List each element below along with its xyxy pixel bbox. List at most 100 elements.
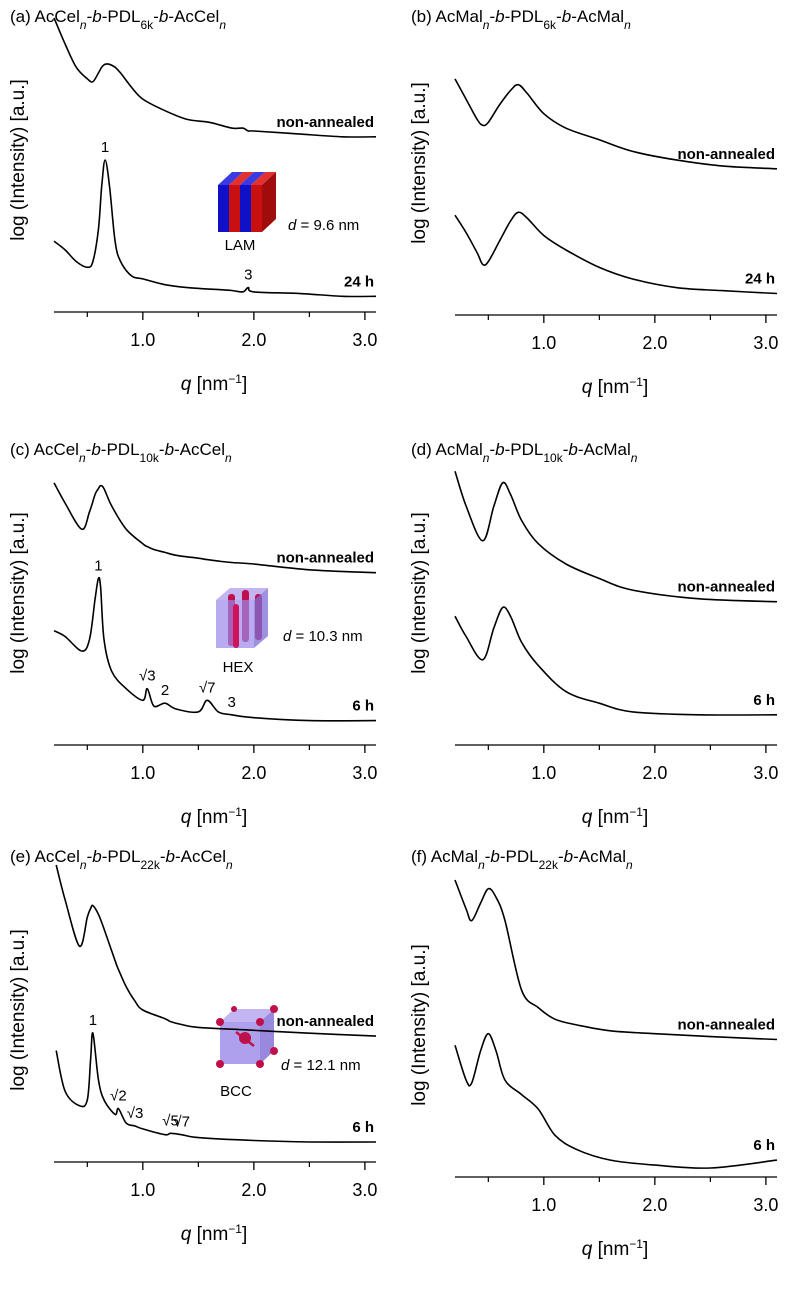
peak-label: √7 — [173, 1114, 190, 1131]
curve — [454, 211, 778, 295]
panel-title: (f) AcMaln-b-PDL22k-b-AcMaln — [411, 847, 633, 872]
x-tick-label: 2.0 — [241, 330, 266, 350]
x-axis-label-part: [nm — [592, 377, 629, 398]
curve — [53, 159, 377, 298]
panel-title-part: - — [159, 440, 165, 459]
peak-label: 1 — [89, 1012, 97, 1029]
x-axis-label-part: [nm — [191, 807, 228, 828]
x-tick-label: 3.0 — [352, 1180, 377, 1200]
panel-title-part: b — [490, 847, 499, 866]
x-tick-label: 1.0 — [130, 763, 155, 783]
x-axis-label-part: −1 — [629, 375, 643, 389]
peak-label: √7 — [199, 679, 216, 696]
panel-title-part: -AcCel — [174, 440, 225, 459]
panel-title-part: n — [219, 18, 226, 32]
panel-title-part: b — [166, 847, 175, 866]
curve — [454, 879, 778, 1041]
panel-title-part: b — [92, 7, 101, 26]
panel-title-part: (b) AcMal — [411, 7, 483, 26]
panel-title-part: n — [80, 858, 87, 872]
panel-title-part: n — [483, 18, 490, 32]
panel-title-part: (c) AcCel — [10, 440, 79, 459]
series-label: 6 h — [753, 692, 775, 709]
panel-title-part: 22k — [140, 858, 160, 872]
x-tick-label: 3.0 — [352, 330, 377, 350]
panel-title: (a) AcCeln-b-PDL6k-b-AcCeln — [10, 7, 226, 32]
panel-title-part: b — [91, 440, 100, 459]
x-axis-label-part: [nm — [592, 807, 629, 828]
panel-title-part: -AcMal — [573, 847, 626, 866]
x-tick-label: 1.0 — [130, 1180, 155, 1200]
x-tick-label: 1.0 — [531, 1195, 556, 1215]
panel-title-part: - — [160, 847, 166, 866]
y-axis-label: log (Intensity) [a.u.] — [8, 929, 29, 1091]
panel-title-part: (a) AcCel — [10, 7, 80, 26]
y-axis-label: log (Intensity) [a.u.] — [409, 82, 430, 244]
x-axis-label-part: ] — [242, 1224, 247, 1245]
x-axis-label-part: ] — [643, 807, 648, 828]
x-axis-label-part: ] — [242, 807, 247, 828]
panel-title-part: -AcMal — [571, 7, 624, 26]
peak-label: 3 — [244, 267, 252, 284]
x-axis-label-part: −1 — [228, 1222, 242, 1236]
d-value: = 9.6 nm — [296, 217, 359, 234]
panel-title-part: n — [79, 451, 86, 465]
x-tick-label: 1.0 — [531, 333, 556, 353]
d-symbol: d — [288, 217, 297, 234]
series-label: 24 h — [344, 273, 374, 290]
panel-title-part: b — [568, 440, 577, 459]
panel-title-part: n — [478, 858, 485, 872]
series-label: non-annealed — [677, 1017, 775, 1034]
x-tick-label: 2.0 — [241, 1180, 266, 1200]
panel-title-part: - — [556, 7, 562, 26]
panel-title-part: - — [87, 847, 93, 866]
x-axis-label-part: [nm — [191, 374, 228, 395]
panel-title-part: 10k — [543, 451, 563, 465]
series-label: non-annealed — [276, 550, 374, 567]
panel-title-part: b — [564, 847, 573, 866]
morphology: LAM — [225, 237, 256, 254]
panel-title-part: n — [80, 18, 87, 32]
panel-title: (d) AcMaln-b-PDL10k-b-AcMaln — [411, 440, 638, 465]
x-tick-label: 2.0 — [642, 333, 667, 353]
x-axis-label-part: q — [181, 807, 192, 828]
peak-label: 1 — [94, 558, 102, 575]
d-spacing: d = 12.1 nm — [281, 1057, 361, 1074]
panel-title-part: b — [562, 7, 571, 26]
x-axis-label-part: q — [582, 1239, 593, 1260]
panel-title: (c) AcCeln-b-PDL10k-b-AcCeln — [10, 440, 232, 465]
series-label: non-annealed — [677, 579, 775, 596]
peak-label: √5 — [162, 1112, 179, 1129]
d-spacing: d = 10.3 nm — [283, 628, 363, 645]
peak-label: √2 — [110, 1088, 127, 1105]
curve — [454, 606, 778, 716]
panel-title-part: -AcMal — [578, 440, 631, 459]
panel-title-part: n — [631, 451, 638, 465]
x-axis-label-part: q — [181, 1224, 192, 1245]
hex-cube — [216, 588, 268, 648]
panel-title-part: - — [485, 847, 491, 866]
x-axis-label-part: −1 — [629, 1237, 643, 1251]
x-axis-label: q [nm−1] — [181, 805, 248, 828]
y-axis-label: log (Intensity) [a.u.] — [8, 512, 29, 674]
panel-title-part: - — [489, 440, 495, 459]
x-axis-label: q [nm−1] — [181, 1222, 248, 1245]
panel-title-part: -AcCel — [175, 847, 226, 866]
x-axis-label: q [nm−1] — [582, 805, 649, 828]
lam-cube — [218, 172, 276, 232]
x-axis-label: q [nm−1] — [582, 1237, 649, 1260]
curve — [53, 482, 377, 574]
panel-title-part: b — [159, 7, 168, 26]
x-axis-label: q [nm−1] — [181, 372, 248, 395]
panel-title-part: 6k — [140, 18, 154, 32]
series-label: 6 h — [352, 698, 374, 715]
x-tick-label: 2.0 — [241, 763, 266, 783]
panel-title-part: b — [165, 440, 174, 459]
x-tick-label: 2.0 — [642, 1195, 667, 1215]
panel-title-part: - — [489, 7, 495, 26]
peak-label: 2 — [161, 682, 169, 699]
x-axis-label-part: ] — [242, 374, 247, 395]
x-axis-label-part: q — [582, 807, 593, 828]
x-axis-label-part: −1 — [629, 805, 643, 819]
panel-title-part: -PDL — [102, 847, 141, 866]
